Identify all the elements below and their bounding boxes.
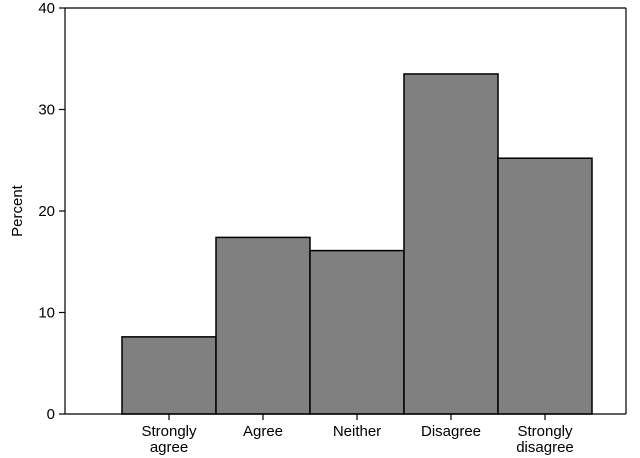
bar-1 [215,236,311,415]
bar-2 [309,249,405,415]
x-tick-label-line: Neither [333,423,381,440]
y-tick-label-4: 40 [38,0,55,17]
y-tick-label-0: 0 [47,406,55,423]
x-tick-label-line: Agree [243,423,283,440]
bar-0 [121,336,217,415]
x-tick-label-line: agree [150,439,188,456]
y-axis-title: Percent [9,184,26,237]
y-ticks-group: 0 10 20 30 40 [38,0,65,423]
y-tick-label-2: 20 [38,203,55,220]
x-tick-label-line: Strongly [517,423,573,440]
y-tick-label-1: 10 [38,305,55,322]
x-tick-label-3: Disagree [421,423,481,440]
bar-4 [497,157,593,415]
x-tick-label-1: Agree [243,423,283,440]
x-tick-label-4: Strongly disagree [516,423,574,456]
x-tick-label-line: Disagree [421,423,481,440]
bars-group [121,73,593,415]
x-tick-label-0: Strongly agree [141,423,197,456]
x-tick-label-line: Strongly [141,423,197,440]
y-tick-label-3: 30 [38,102,55,119]
x-tick-label-2: Neither [333,423,381,440]
bar-3 [403,73,499,415]
x-tick-label-line: disagree [516,439,574,456]
